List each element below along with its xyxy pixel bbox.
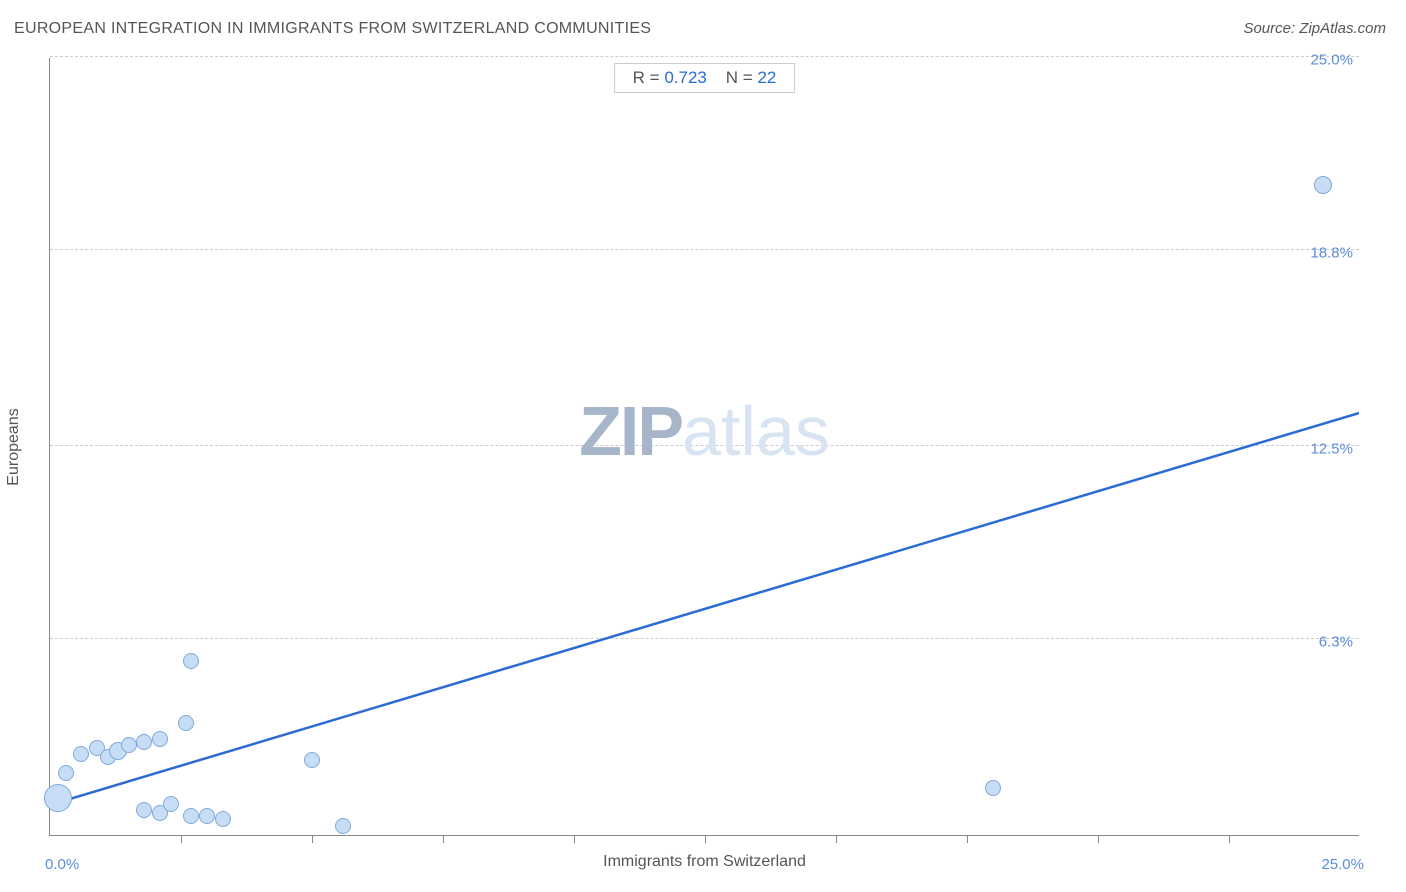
x-axis-label: Immigrants from Switzerland <box>603 853 806 871</box>
x-tick-min: 0.0% <box>45 856 79 873</box>
scatter-point <box>178 715 194 731</box>
n-value: 22 <box>757 68 776 87</box>
scatter-point <box>121 737 137 753</box>
x-tick <box>443 835 444 843</box>
y-tick-label: 25.0% <box>1310 52 1353 69</box>
y-tick-label: 18.8% <box>1310 244 1353 261</box>
scatter-point <box>44 784 72 812</box>
x-tick <box>312 835 313 843</box>
watermark-atlas: atlas <box>682 392 830 470</box>
scatter-point <box>215 811 231 827</box>
chart-title: EUROPEAN INTEGRATION IN IMMIGRANTS FROM … <box>14 20 651 38</box>
scatter-point <box>152 731 168 747</box>
scatter-point <box>183 653 199 669</box>
y-tick-label: 12.5% <box>1310 441 1353 458</box>
scatter-point <box>136 802 152 818</box>
n-label: N = <box>726 68 753 87</box>
r-value: 0.723 <box>664 68 707 87</box>
x-tick <box>181 835 182 843</box>
grid-line <box>50 445 1359 446</box>
plot-area: R = 0.723 N = 22 ZIPatlas 6.3% 12.5% 18.8%… <box>49 58 1359 836</box>
x-tick <box>836 835 837 843</box>
x-tick <box>705 835 706 843</box>
grid-line <box>50 249 1359 250</box>
x-tick <box>574 835 575 843</box>
x-tick-max: 25.0% <box>1321 856 1364 873</box>
watermark-zip: ZIP <box>579 392 682 470</box>
y-axis-label: Europeans <box>5 408 23 485</box>
scatter-point <box>183 808 199 824</box>
scatter-point <box>1314 176 1332 194</box>
scatter-point <box>335 818 351 834</box>
trend-line-svg <box>50 58 1359 835</box>
scatter-point <box>58 765 74 781</box>
x-tick <box>1098 835 1099 843</box>
scatter-point <box>163 796 179 812</box>
grid-line <box>50 56 1359 57</box>
source-attribution: Source: ZipAtlas.com <box>1243 20 1386 37</box>
stats-box: R = 0.723 N = 22 <box>614 63 796 93</box>
y-tick-label: 6.3% <box>1319 633 1353 650</box>
r-label: R = <box>633 68 660 87</box>
trend-line <box>50 413 1359 805</box>
scatter-point <box>304 752 320 768</box>
watermark: ZIPatlas <box>579 391 830 471</box>
grid-line <box>50 638 1359 639</box>
x-tick <box>1229 835 1230 843</box>
scatter-point <box>199 808 215 824</box>
scatter-point <box>73 746 89 762</box>
scatter-point <box>136 734 152 750</box>
x-tick <box>967 835 968 843</box>
scatter-point <box>985 780 1001 796</box>
